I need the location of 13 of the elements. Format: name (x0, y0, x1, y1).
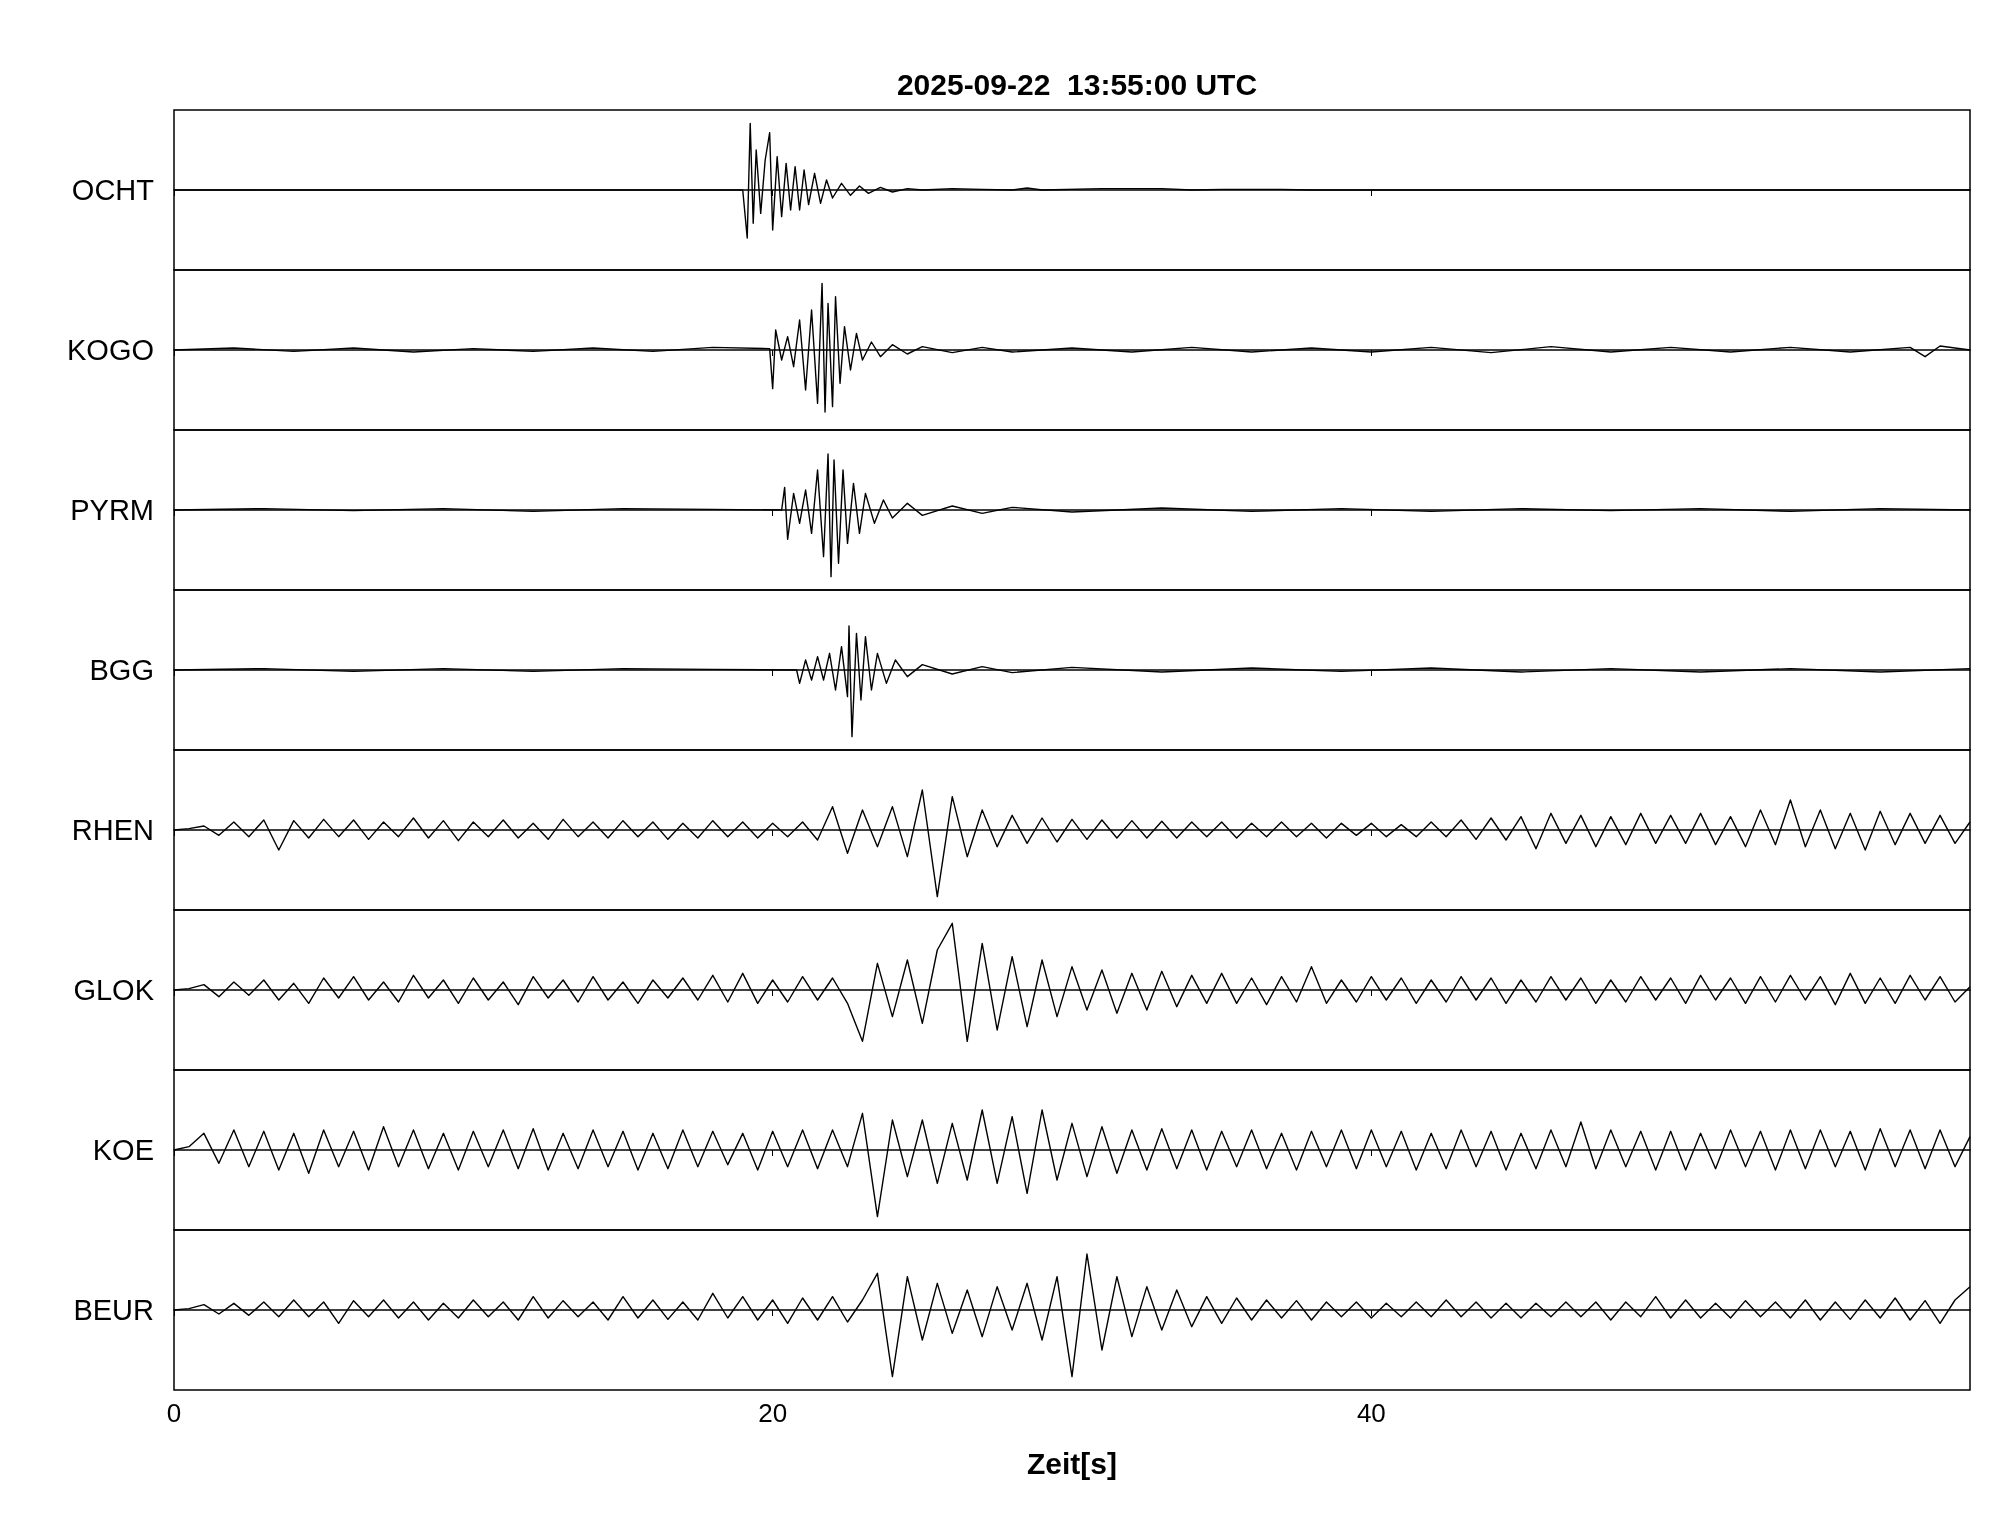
y-axis-title: KOGO (66, 334, 154, 366)
x-axis-title: Zeit[s] (1027, 1446, 1117, 1480)
y-axis-title: OCHT (71, 174, 155, 206)
y-axis-title: BGG (89, 654, 154, 686)
x-tick-label: 0 (166, 1398, 182, 1428)
x-tick-label: 20 (758, 1398, 788, 1428)
y-axis-title: BEUR (73, 1294, 154, 1326)
y-axis-title: PYRM (70, 494, 154, 526)
y-axis-title: RHEN (71, 814, 154, 846)
chart-title: 2025-09-22 13:55:00 UTC (896, 67, 1258, 101)
x-tick-label: 40 (1356, 1398, 1386, 1428)
y-axis-title: KOE (92, 1134, 154, 1166)
y-axis-title: GLOK (73, 974, 155, 1006)
